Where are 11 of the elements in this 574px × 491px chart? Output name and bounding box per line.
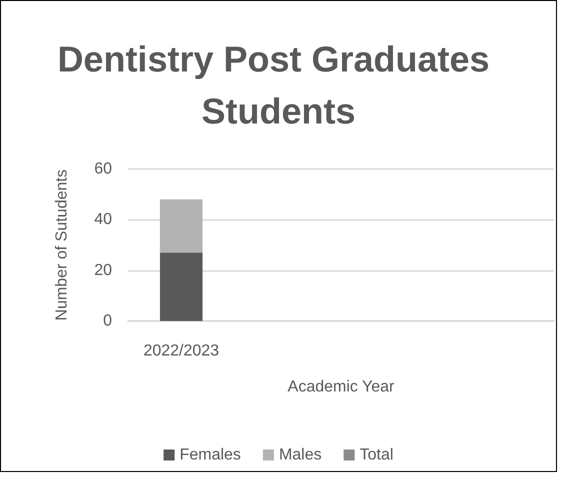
legend-label: Total bbox=[360, 446, 394, 464]
y-tick-label: 20 bbox=[94, 262, 112, 279]
x-tick-label: 2022/2023 bbox=[143, 342, 220, 360]
legend-label: Males bbox=[278, 446, 322, 464]
y-tick-label: 0 bbox=[103, 312, 112, 330]
y-axis-title: Number of Sutudents bbox=[54, 169, 70, 321]
x-axis-title: Academic Year bbox=[288, 378, 396, 396]
legend-label: Females bbox=[180, 446, 241, 464]
chart-title: Dentistry Post Graduates Students bbox=[57, 38, 500, 132]
y-tick-label: 40 bbox=[94, 211, 112, 228]
y-tick-label: 60 bbox=[94, 160, 112, 178]
